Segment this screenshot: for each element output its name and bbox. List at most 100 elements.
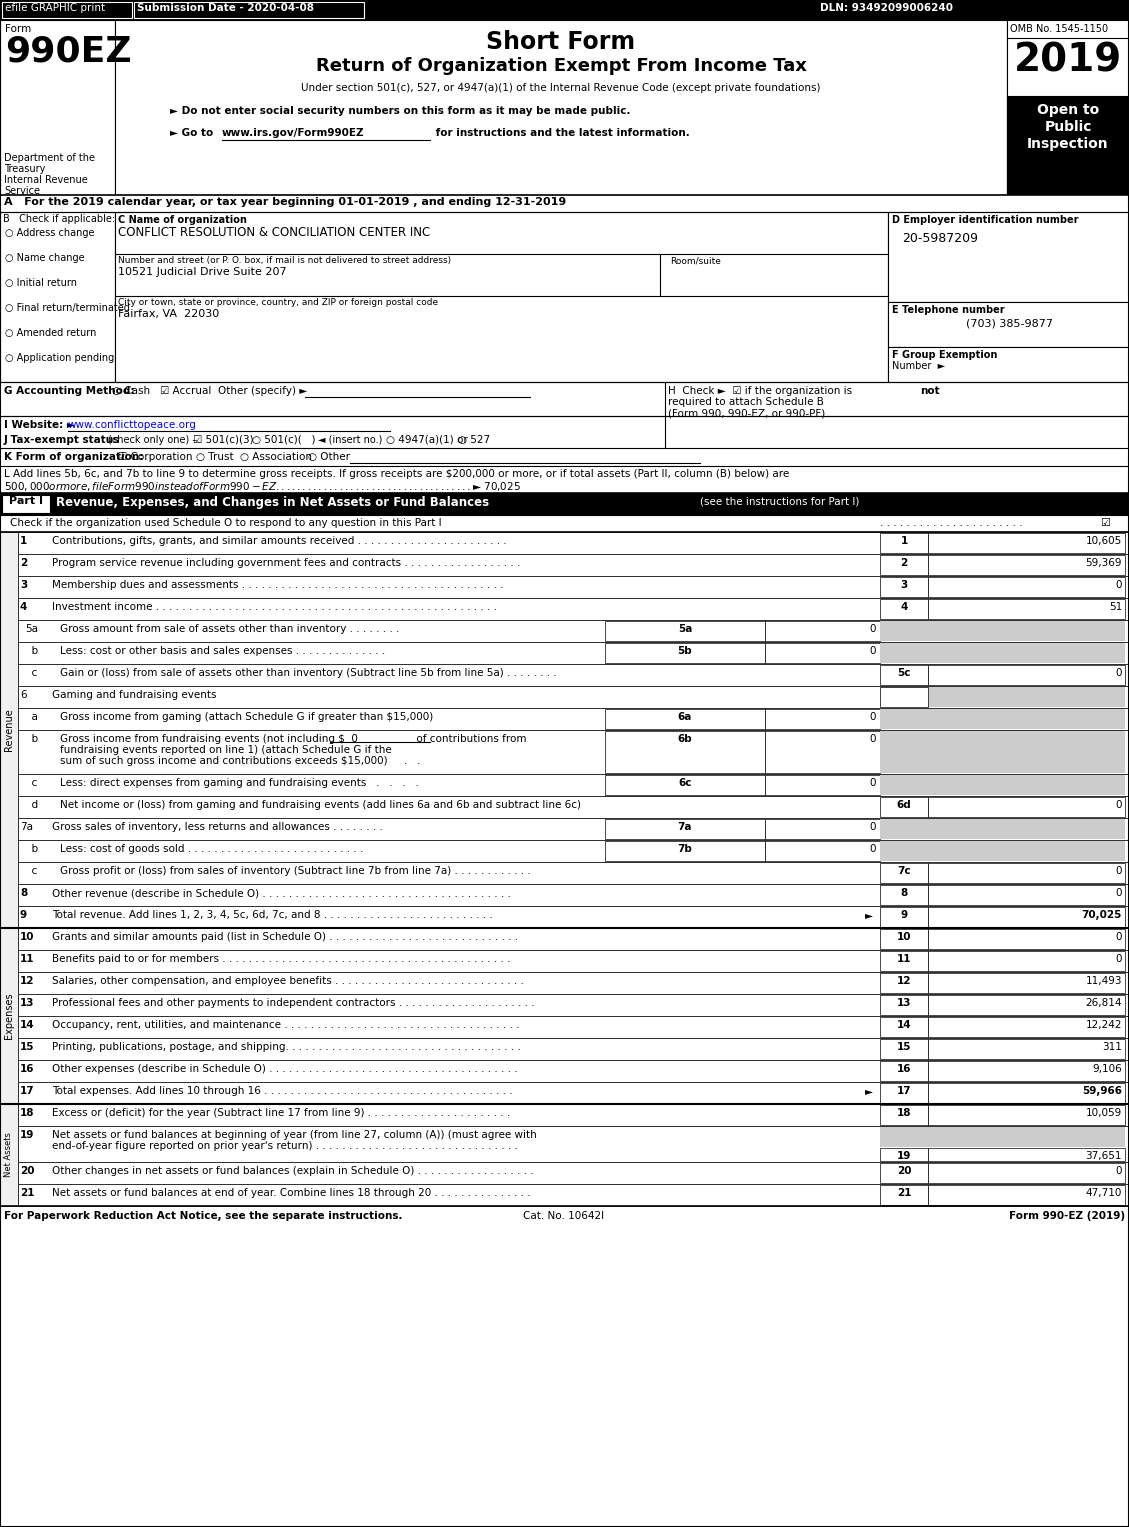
Text: Printing, publications, postage, and shipping. . . . . . . . . . . . . . . . . .: Printing, publications, postage, and shi… xyxy=(52,1041,520,1052)
Text: 59,369: 59,369 xyxy=(1085,557,1122,568)
Text: ○ Trust: ○ Trust xyxy=(196,452,234,463)
Text: ►: ► xyxy=(865,910,873,919)
Text: 20-5987209: 20-5987209 xyxy=(902,232,978,244)
Text: Under section 501(c), 527, or 4947(a)(1) of the Internal Revenue Code (except pr: Under section 501(c), 527, or 4947(a)(1)… xyxy=(301,82,821,93)
Text: 11,493: 11,493 xyxy=(1085,976,1122,986)
Text: 10521 Judicial Drive Suite 207: 10521 Judicial Drive Suite 207 xyxy=(119,267,287,276)
Text: 47,710: 47,710 xyxy=(1086,1188,1122,1199)
Text: Contributions, gifts, grants, and similar amounts received . . . . . . . . . . .: Contributions, gifts, grants, and simila… xyxy=(52,536,507,547)
Text: 19: 19 xyxy=(896,1151,911,1161)
Bar xyxy=(18,1083,1129,1104)
Text: Occupancy, rent, utilities, and maintenance . . . . . . . . . . . . . . . . . . : Occupancy, rent, utilities, and maintena… xyxy=(52,1020,519,1031)
Text: Investment income . . . . . . . . . . . . . . . . . . . . . . . . . . . . . . . : Investment income . . . . . . . . . . . … xyxy=(52,602,497,612)
Bar xyxy=(18,686,1129,709)
Text: ○ Name change: ○ Name change xyxy=(5,253,85,263)
Text: 8: 8 xyxy=(900,889,908,898)
Text: ○ Final return/terminated: ○ Final return/terminated xyxy=(5,302,130,313)
Text: Total revenue. Add lines 1, 2, 3, 4, 5c, 6d, 7c, and 8 . . . . . . . . . . . . .: Total revenue. Add lines 1, 2, 3, 4, 5c,… xyxy=(52,910,492,919)
Text: 5a: 5a xyxy=(25,625,38,634)
Bar xyxy=(765,709,879,728)
Text: 4: 4 xyxy=(900,602,908,612)
Text: 311: 311 xyxy=(1102,1041,1122,1052)
Text: 12,242: 12,242 xyxy=(1085,1020,1122,1031)
Text: Public: Public xyxy=(1044,121,1092,134)
Text: OMB No. 1545-1150: OMB No. 1545-1150 xyxy=(1010,24,1109,34)
Text: 9: 9 xyxy=(901,910,908,919)
Text: Short Form: Short Form xyxy=(487,31,636,53)
Text: ○ Cash: ○ Cash xyxy=(112,386,150,395)
Bar xyxy=(18,840,1129,863)
Bar xyxy=(18,1125,1129,1162)
Bar xyxy=(928,928,1124,948)
Bar xyxy=(0,0,1129,20)
Text: 3: 3 xyxy=(20,580,27,589)
Text: Gross amount from sale of assets other than inventory . . . . . . . .: Gross amount from sale of assets other t… xyxy=(60,625,400,634)
Text: Professional fees and other payments to independent contractors . . . . . . . . : Professional fees and other payments to … xyxy=(52,999,535,1008)
Bar xyxy=(879,599,928,618)
Text: $500,000 or more, file Form 990 instead of Form 990-EZ . . . . . . . . . . . . .: $500,000 or more, file Form 990 instead … xyxy=(5,479,520,493)
Text: ► Go to: ► Go to xyxy=(170,128,217,137)
Text: Other (specify) ►: Other (specify) ► xyxy=(218,386,307,395)
Text: 21: 21 xyxy=(896,1188,911,1199)
Text: 5b: 5b xyxy=(677,646,692,657)
Text: ☑: ☑ xyxy=(1100,518,1110,528)
Bar xyxy=(18,1060,1129,1083)
Text: 21: 21 xyxy=(20,1188,35,1199)
Bar xyxy=(879,533,928,553)
Text: Net Assets: Net Assets xyxy=(5,1133,14,1177)
Bar xyxy=(605,709,765,728)
Bar xyxy=(879,1083,928,1102)
Bar xyxy=(879,643,1124,663)
Bar xyxy=(879,996,928,1015)
Text: 0: 0 xyxy=(1115,800,1122,809)
Text: Less: direct expenses from gaming and fundraising events   .   .   .   .: Less: direct expenses from gaming and fu… xyxy=(60,777,419,788)
Text: d: d xyxy=(25,800,38,809)
Bar xyxy=(18,576,1129,599)
Text: . . . . . . . . . . . . . . . . . . . . . .: . . . . . . . . . . . . . . . . . . . . … xyxy=(879,518,1023,528)
Text: Program service revenue including government fees and contracts . . . . . . . . : Program service revenue including govern… xyxy=(52,557,520,568)
Bar xyxy=(928,533,1124,553)
Bar xyxy=(605,841,765,861)
Text: 11: 11 xyxy=(20,954,35,964)
Bar xyxy=(889,302,1129,347)
Bar xyxy=(18,1162,1129,1183)
Bar xyxy=(879,554,928,576)
Text: fundraising events reported on line 1) (attach Schedule G if the: fundraising events reported on line 1) (… xyxy=(60,745,392,754)
Bar xyxy=(879,841,1124,861)
Text: b: b xyxy=(25,734,38,744)
Text: Net assets or fund balances at end of year. Combine lines 18 through 20 . . . . : Net assets or fund balances at end of ye… xyxy=(52,1188,531,1199)
Text: City or town, state or province, country, and ZIP or foreign postal code: City or town, state or province, country… xyxy=(119,298,438,307)
Text: 16: 16 xyxy=(20,1064,35,1073)
Text: b: b xyxy=(25,844,38,854)
Text: 0: 0 xyxy=(1115,866,1122,876)
Text: a: a xyxy=(25,712,38,722)
Bar xyxy=(879,1164,928,1183)
Text: 0: 0 xyxy=(869,777,876,788)
Bar xyxy=(765,643,879,663)
Text: ○ Association: ○ Association xyxy=(240,452,312,463)
Text: 59,966: 59,966 xyxy=(1082,1086,1122,1096)
Text: ○ Application pending: ○ Application pending xyxy=(5,353,114,363)
Bar xyxy=(879,1148,928,1161)
Text: 2: 2 xyxy=(900,557,908,568)
Bar xyxy=(879,928,928,948)
Text: c: c xyxy=(25,866,37,876)
Bar xyxy=(18,928,1129,950)
Text: 1: 1 xyxy=(900,536,908,547)
Text: B   Check if applicable:: B Check if applicable: xyxy=(3,214,115,224)
Bar xyxy=(18,1183,1129,1206)
Text: F Group Exemption: F Group Exemption xyxy=(892,350,997,360)
Text: efile GRAPHIC print: efile GRAPHIC print xyxy=(5,3,105,14)
Text: 18: 18 xyxy=(896,1109,911,1118)
Bar xyxy=(0,928,18,1104)
Text: ○ Other: ○ Other xyxy=(308,452,350,463)
Text: ○ 501(c)(   ): ○ 501(c)( ) xyxy=(252,435,315,444)
Bar xyxy=(765,776,879,796)
Bar xyxy=(879,687,928,707)
Text: Other revenue (describe in Schedule O) . . . . . . . . . . . . . . . . . . . . .: Other revenue (describe in Schedule O) .… xyxy=(52,889,511,898)
Bar xyxy=(18,1038,1129,1060)
Text: Gain or (loss) from sale of assets other than inventory (Subtract line 5b from l: Gain or (loss) from sale of assets other… xyxy=(60,667,557,678)
Bar xyxy=(2,2,132,18)
Text: Salaries, other compensation, and employee benefits . . . . . . . . . . . . . . : Salaries, other compensation, and employ… xyxy=(52,976,524,986)
Text: ○ 4947(a)(1) or: ○ 4947(a)(1) or xyxy=(386,435,467,444)
